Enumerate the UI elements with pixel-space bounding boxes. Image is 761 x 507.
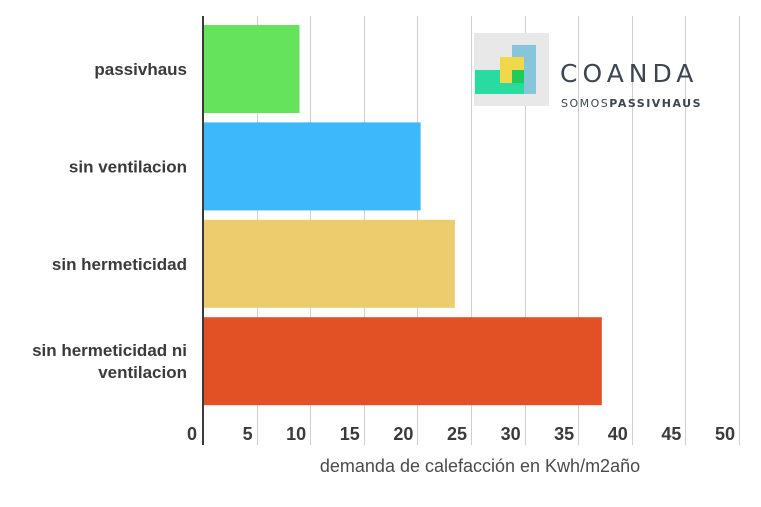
brand-tagline-bold: PASSIVHAUS (609, 97, 702, 110)
x-tick-label: 0 (187, 424, 197, 444)
brand-name: COANDA (560, 59, 698, 88)
category-label: passivhaus (94, 60, 187, 79)
x-tick-label: 20 (393, 424, 413, 444)
category-label: sin ventilacion (69, 157, 187, 176)
bars (203, 25, 602, 406)
bar-sin-hermeticidad-ni-ventilacion (203, 317, 602, 406)
x-tick-label: 15 (340, 424, 360, 444)
brand-tagline-light: SOMOS (561, 97, 609, 110)
category-label-line: sin hermeticidad (52, 255, 187, 274)
category-label-line: ventilacion (98, 363, 187, 382)
coanda-logo-mark (474, 33, 549, 106)
bar-passivhaus (203, 25, 300, 113)
bar-sin-hermeticidad (203, 219, 455, 308)
x-tick-label: 45 (661, 424, 681, 444)
x-tick-label: 10 (286, 424, 306, 444)
logo-green-block (512, 70, 524, 83)
x-tick-label: 25 (447, 424, 467, 444)
category-label-line: sin hermeticidad ni (32, 341, 187, 360)
coanda-logo: COANDA SOMOSPASSIVHAUS (474, 33, 702, 110)
category-label: sin hermeticidad (52, 255, 187, 274)
x-tick-label: 50 (715, 424, 735, 444)
x-tick-label: 5 (243, 424, 253, 444)
x-tick-label: 30 (501, 424, 521, 444)
x-tick-label: 40 (608, 424, 628, 444)
category-label: sin hermeticidad ni ventilacion (32, 341, 187, 382)
category-label-line: passivhaus (94, 60, 187, 79)
category-label-line: sin ventilacion (69, 157, 187, 176)
category-labels: passivhaus sin ventilacion sin hermeticida… (32, 60, 187, 382)
x-tick-label: 35 (554, 424, 574, 444)
x-axis-title: demanda de calefacción en Kwh/m2año (320, 456, 640, 476)
bar-sin-ventilacion (203, 122, 421, 211)
brand-tagline: SOMOSPASSIVHAUS (561, 97, 702, 110)
x-tick-labels: 0 5 10 15 20 25 30 35 40 45 50 (187, 424, 735, 444)
